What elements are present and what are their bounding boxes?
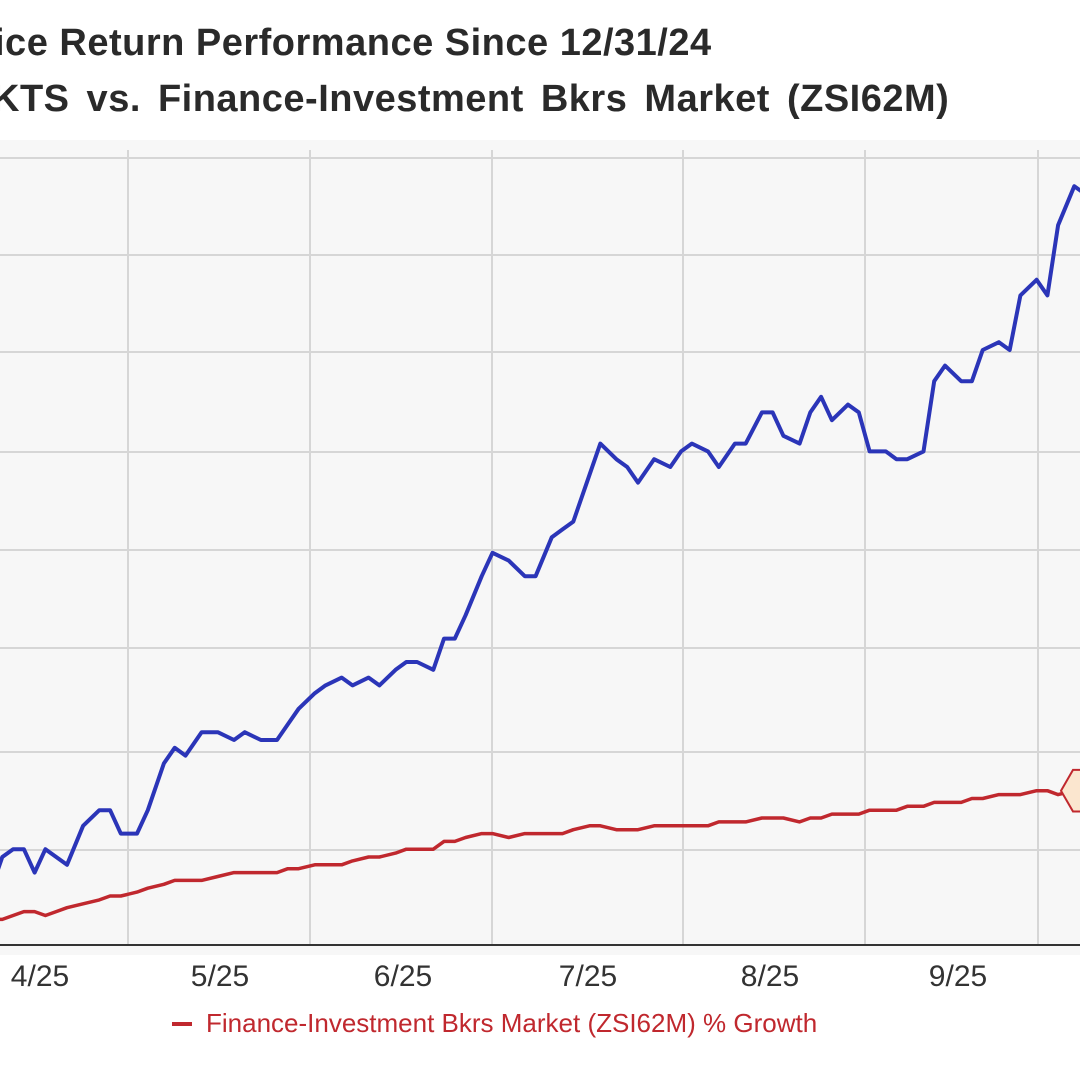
x-tick-label: 7/25	[558, 960, 618, 993]
legend: Finance-Investment Bkrs Market (ZSI62M) …	[172, 1008, 817, 1039]
end-value-marker	[1059, 768, 1080, 813]
series-line-kts	[0, 184, 1080, 875]
x-tick-label: 9/25	[928, 960, 988, 993]
chart-title-line-2: KTS vs. Finance-Investment Bkrs Market (…	[0, 78, 950, 120]
legend-label: Finance-Investment Bkrs Market (ZSI62M) …	[206, 1008, 818, 1038]
x-tick-label: 4/25	[10, 960, 70, 993]
legend-swatch-red	[172, 1021, 192, 1026]
plot-background	[0, 140, 1080, 955]
chart-title-line-1: ice Return Performance Since 12/31/24	[0, 22, 712, 64]
x-tick-label: 8/25	[740, 960, 800, 993]
x-tick-label: 6/25	[373, 960, 433, 993]
series-line-zsi62m	[0, 788, 1080, 922]
x-tick-label: 5/25	[190, 960, 250, 993]
series-layer	[0, 184, 1080, 922]
